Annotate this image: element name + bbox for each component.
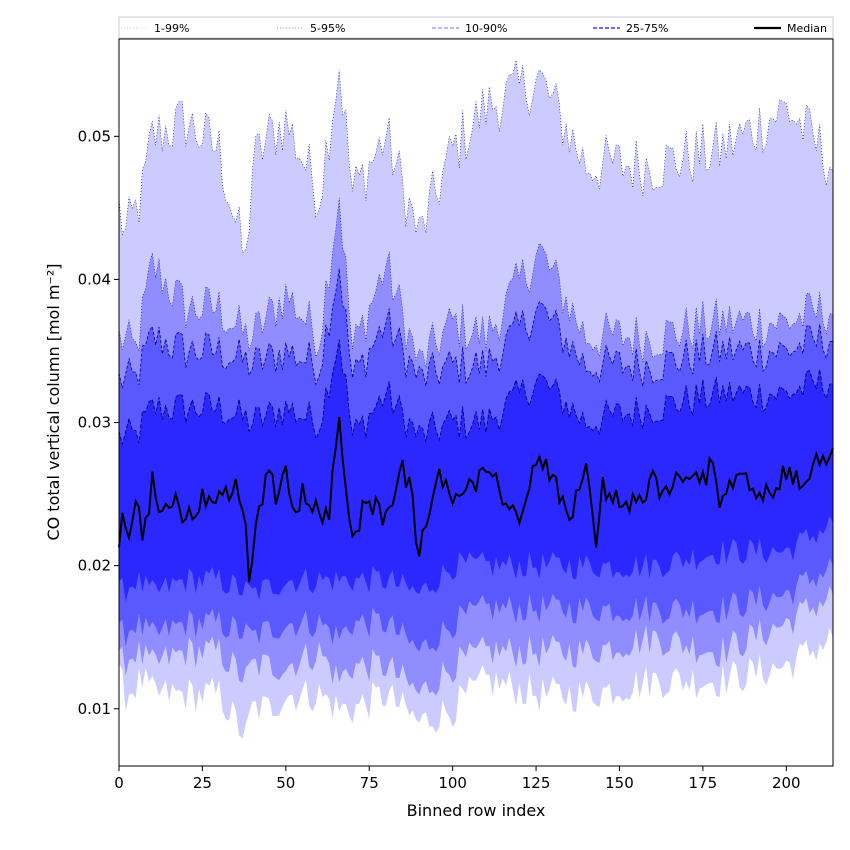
x-tick-label: 175: [689, 774, 718, 792]
y-axis-ticks: 0.01 0.02 0.03 0.04 0.05: [78, 127, 119, 718]
x-tick-label: 75: [360, 774, 379, 792]
legend-frame: [118, 16, 834, 39]
median-line: [118, 416, 834, 582]
y-tick-label: 0.01: [78, 700, 111, 718]
band-25-75%: [119, 339, 833, 602]
band-upper-edge-5-95%: [118, 197, 834, 368]
legend-label-5-95%: 5-95%: [310, 22, 345, 35]
x-tick-label: 100: [438, 774, 467, 792]
legend-label-1-99%: 1-99%: [154, 22, 189, 35]
percentile-bands: [119, 60, 833, 739]
median-layer: [118, 416, 834, 582]
y-tick-label: 0.05: [78, 127, 111, 145]
band-upper-edge-1-99%: [118, 60, 834, 254]
plot-frame: [118, 38, 834, 767]
x-tick-label: 200: [772, 774, 801, 792]
x-tick-label: 25: [193, 774, 212, 792]
x-axis-label: Binned row index: [407, 801, 546, 820]
legend-label-25-75%: 25-75%: [626, 22, 668, 35]
x-tick-label: 125: [522, 774, 551, 792]
legend: 1-99% 5-95% 10-90% 25-75% Median: [118, 16, 834, 39]
x-tick-label: 0: [114, 774, 124, 792]
y-tick-label: 0.03: [78, 414, 111, 432]
y-axis-label: CO total vertical column [mol m⁻²]: [44, 263, 63, 540]
band-edge-lines: [118, 60, 834, 446]
band-upper-edge-25-75%: [118, 339, 834, 446]
x-tick-label: 150: [605, 774, 634, 792]
legend-label-10-90%: 10-90%: [465, 22, 507, 35]
x-axis-ticks: 0 25 50 75 100 125 150 175 200: [114, 766, 801, 792]
band-upper-edge-10-90%: [118, 268, 834, 389]
y-tick-label: 0.04: [78, 270, 111, 288]
legend-label-Median: Median: [787, 22, 827, 35]
y-tick-label: 0.02: [78, 557, 111, 575]
x-tick-label: 50: [276, 774, 295, 792]
